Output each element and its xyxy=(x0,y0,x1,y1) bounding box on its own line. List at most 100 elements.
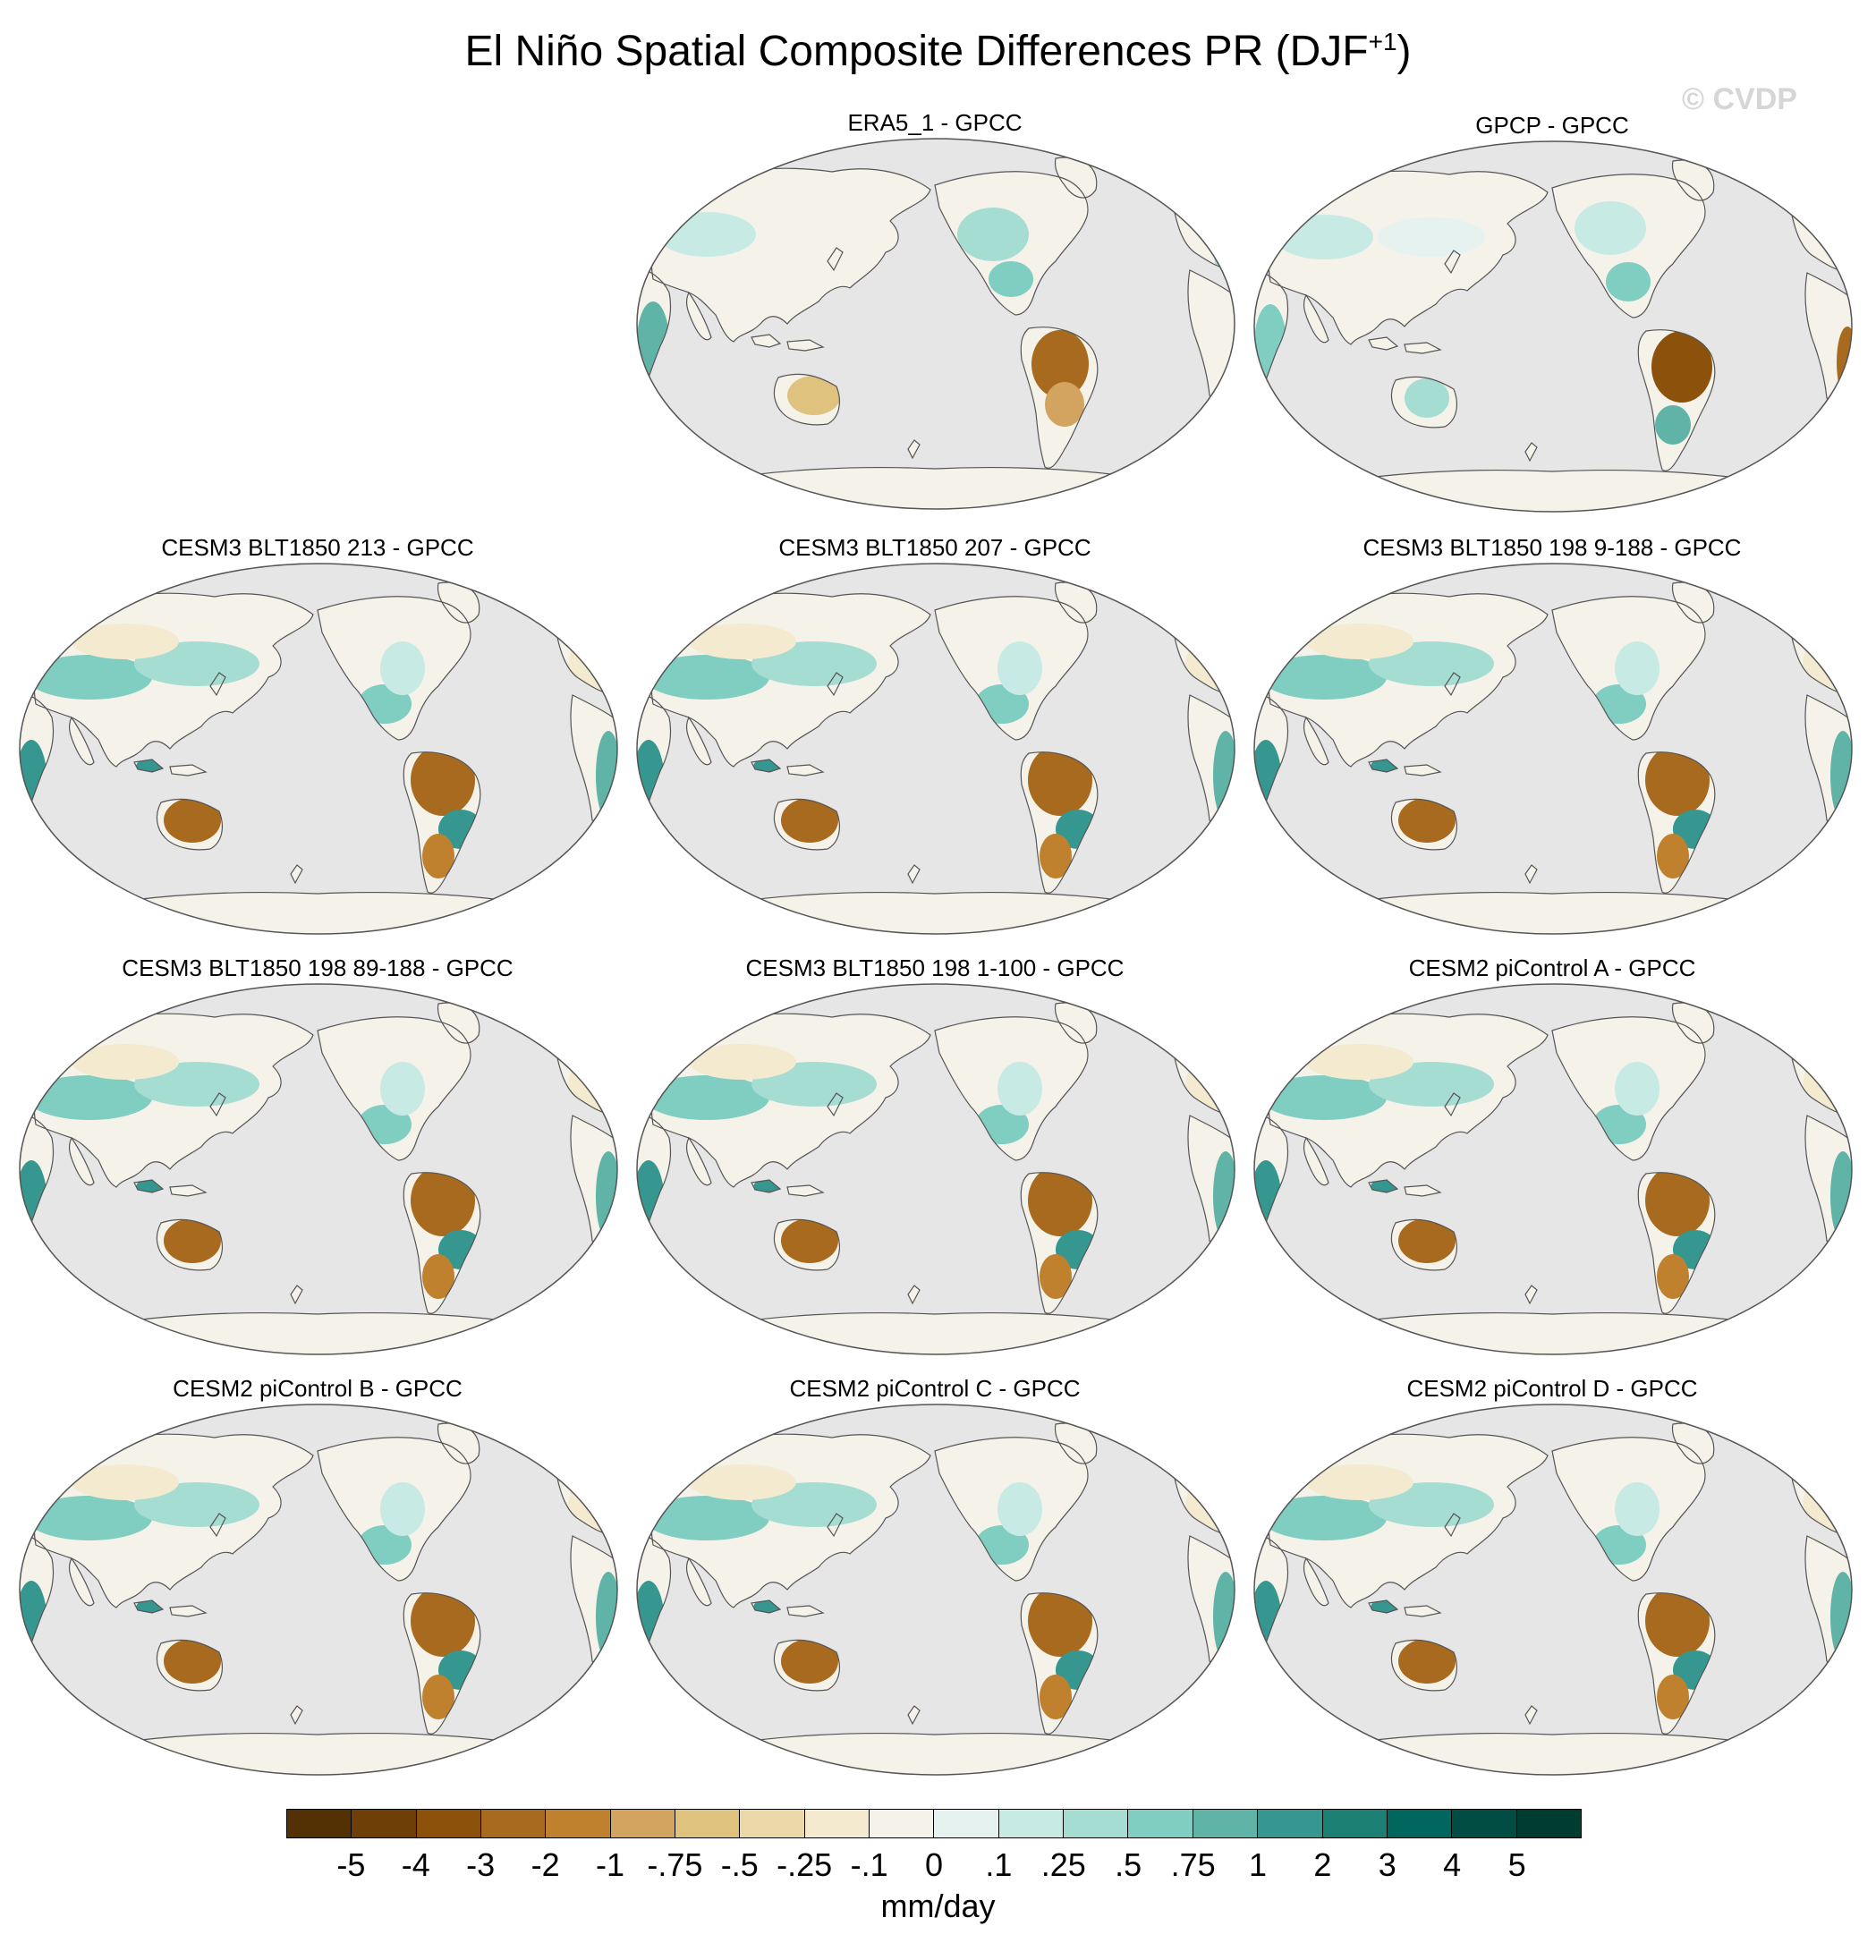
colorbar-tick-label: .5 xyxy=(1115,1846,1142,1883)
colorbar-tick-label: 1 xyxy=(1248,1846,1268,1883)
coastline xyxy=(1303,293,1329,344)
precip-anomaly-region xyxy=(1028,744,1092,816)
map-border xyxy=(19,563,618,935)
coastline xyxy=(1637,751,1716,894)
coastline xyxy=(156,1639,223,1692)
map-border xyxy=(19,1404,618,1776)
land-india xyxy=(686,293,711,340)
coastline xyxy=(1390,1218,1457,1271)
coastline xyxy=(1444,672,1461,697)
land-greenland xyxy=(437,1003,480,1044)
colorbar-swatch xyxy=(287,1810,352,1837)
coastline xyxy=(1020,751,1099,894)
coastline xyxy=(133,1179,208,1197)
world-map xyxy=(1253,563,1853,935)
colorbar-swatch xyxy=(1452,1810,1517,1837)
precip-anomaly-region xyxy=(1575,201,1646,255)
colorbar-swatch xyxy=(740,1810,805,1837)
colorbar-swatch xyxy=(416,1810,482,1837)
colorbar-tick-label: 2 xyxy=(1313,1846,1332,1883)
coastline xyxy=(685,716,712,766)
land-india xyxy=(1303,1558,1328,1606)
colorbar-tick-label: .1 xyxy=(985,1846,1013,1883)
land-japan xyxy=(1445,250,1460,273)
precip-anomaly-region xyxy=(27,655,152,700)
coastline xyxy=(1804,694,1852,832)
precip-anomaly-region xyxy=(1606,262,1651,301)
coastline xyxy=(907,864,921,885)
precip-anomaly-region xyxy=(380,1482,425,1536)
coastline xyxy=(907,439,921,460)
land-greenland xyxy=(437,582,480,624)
land-india xyxy=(1303,1138,1328,1185)
land-greenland xyxy=(1672,1003,1714,1044)
coastline xyxy=(1368,1179,1442,1197)
colorbar-tick-label: -.1 xyxy=(850,1846,888,1883)
coastline xyxy=(1551,174,1706,318)
world-map xyxy=(1253,140,1853,513)
coastline xyxy=(1390,1639,1457,1692)
precip-anomaly-region xyxy=(1306,624,1413,659)
coastline xyxy=(685,291,712,341)
world-map xyxy=(1253,983,1853,1355)
map-panel: CESM3 BLT1850 207 - GPCC xyxy=(626,534,1244,941)
panel-title: CESM3 BLT1850 198 1-100 - GPCC xyxy=(745,955,1125,981)
precip-anomaly-region xyxy=(644,1496,769,1540)
precip-anomaly-region xyxy=(1657,1675,1689,1719)
colorbar-swatch xyxy=(610,1810,676,1837)
figure-title: El Niño Spatial Composite Differences PR… xyxy=(464,28,1412,75)
coastline xyxy=(1444,1092,1461,1117)
coastline xyxy=(209,672,226,697)
map-border xyxy=(1253,563,1853,935)
coastline xyxy=(403,1172,481,1314)
coastline xyxy=(1390,798,1457,851)
colorbar-tick-label: -.75 xyxy=(647,1846,703,1883)
coastline xyxy=(1268,170,1549,345)
map-panel: GPCP - GPCC xyxy=(1244,112,1861,519)
precip-anomaly-region xyxy=(72,624,179,659)
coastline xyxy=(773,373,840,426)
coastline xyxy=(751,1599,825,1617)
land-nzealand xyxy=(1525,1285,1537,1303)
map-panel: CESM2 piControl C - GPCC xyxy=(626,1375,1244,1782)
coastline xyxy=(317,1016,471,1161)
land-greenland xyxy=(1055,582,1097,624)
coastline xyxy=(290,1705,303,1726)
map-border xyxy=(636,138,1235,510)
coastline xyxy=(934,1016,1089,1161)
coastline xyxy=(156,1218,223,1271)
precip-anomaly-region xyxy=(997,1482,1042,1536)
map-border xyxy=(19,983,618,1355)
map-border xyxy=(1253,140,1853,513)
colorbar-tick-label: -3 xyxy=(466,1846,496,1883)
precip-anomaly-region xyxy=(1398,798,1456,843)
coastline xyxy=(1303,1557,1329,1607)
colorbar-swatch xyxy=(1193,1810,1259,1837)
colorbar-swatch xyxy=(481,1810,547,1837)
land-nzealand xyxy=(1525,865,1537,883)
colorbar-tick-label: .75 xyxy=(1170,1846,1216,1883)
map-panel: CESM2 piControl D - GPCC xyxy=(1244,1375,1861,1782)
precip-anomaly-region xyxy=(689,624,796,659)
coastline xyxy=(1268,592,1549,768)
colorbar-tick-label: .25 xyxy=(1040,1846,1086,1883)
coastline xyxy=(907,1705,921,1726)
precip-anomaly-region xyxy=(411,1585,475,1657)
precip-anomaly-region xyxy=(644,1075,769,1120)
land-nzealand xyxy=(1525,1706,1537,1724)
map-panel: CESM3 BLT1850 198 1-100 - GPCC xyxy=(626,955,1244,1362)
world-map xyxy=(19,983,618,1355)
coastline xyxy=(1187,1115,1235,1252)
land-greenland xyxy=(1672,1423,1714,1464)
precip-anomaly-region xyxy=(411,744,475,816)
colorbar xyxy=(286,1809,1582,1838)
world-map xyxy=(636,1404,1235,1776)
colorbar-swatch xyxy=(352,1810,417,1837)
map-border xyxy=(636,983,1235,1355)
coastline xyxy=(773,1639,840,1692)
precip-anomaly-region xyxy=(1040,834,1072,878)
precip-anomaly-region xyxy=(1655,405,1691,445)
precip-anomaly-region xyxy=(781,798,838,843)
land-greenland xyxy=(437,1423,480,1464)
precip-anomaly-region xyxy=(1615,1482,1660,1536)
